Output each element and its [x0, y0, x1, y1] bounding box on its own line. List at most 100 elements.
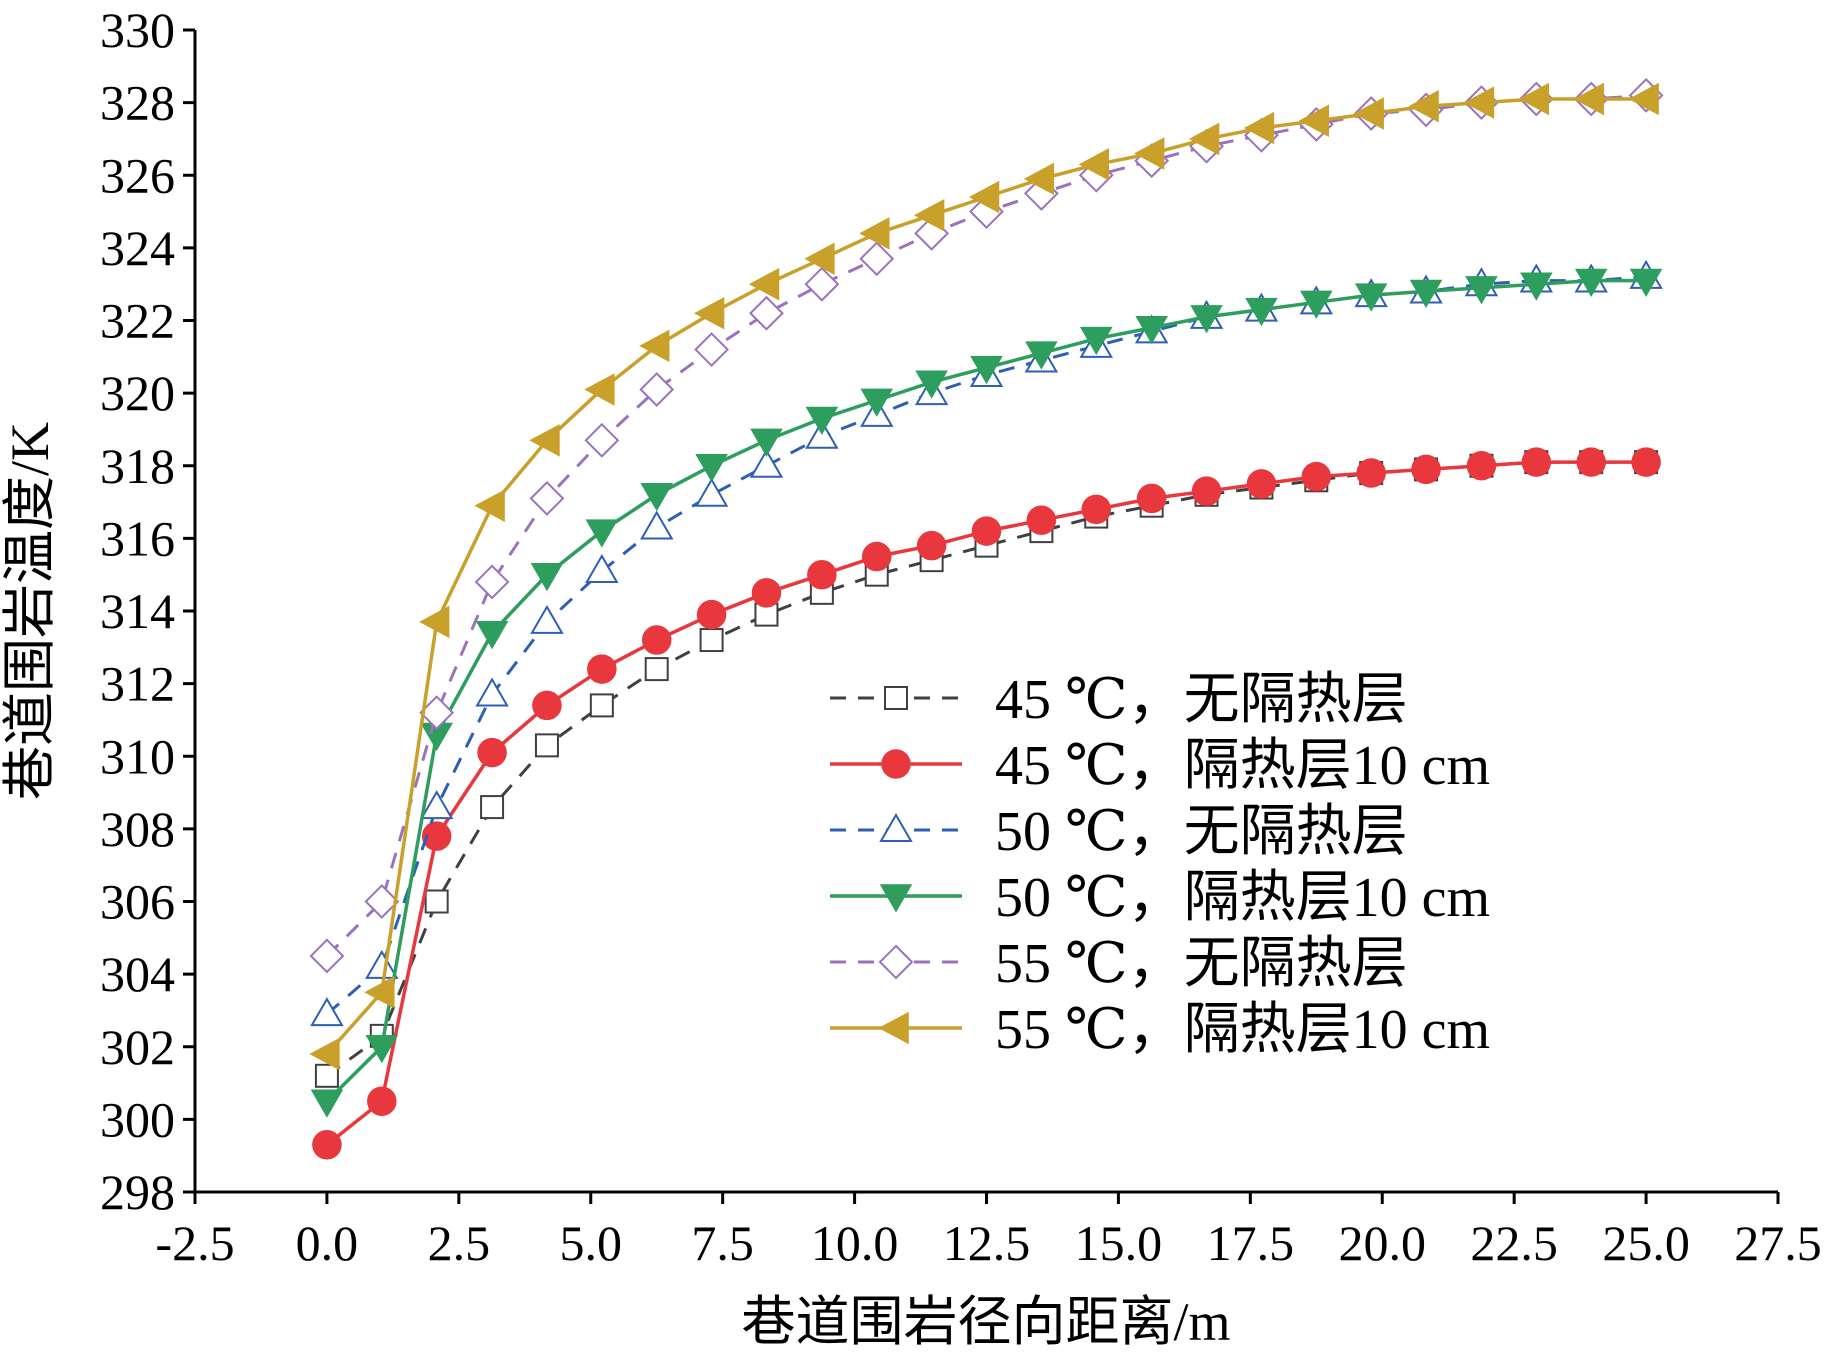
data-point	[1134, 137, 1165, 170]
data-point	[807, 559, 837, 590]
y-tick-label: 298	[100, 1164, 175, 1220]
legend-item: 45 ℃，无隔热层	[830, 669, 1408, 731]
y-tick-label: 306	[100, 874, 175, 930]
data-point	[419, 695, 455, 731]
data-point	[1026, 505, 1057, 535]
data-point	[644, 657, 669, 682]
x-tick-label: 27.5	[1734, 1215, 1822, 1271]
data-point	[1356, 458, 1386, 488]
legend-marker	[878, 944, 914, 980]
data-point	[1188, 122, 1220, 156]
y-tick-label: 316	[100, 510, 175, 566]
data-point	[970, 355, 1003, 385]
x-axis-title: 巷道围岩径向距离/m	[741, 1292, 1230, 1352]
data-point	[364, 976, 395, 1009]
data-point	[861, 541, 892, 572]
data-point	[1023, 162, 1055, 196]
data-point	[529, 424, 560, 457]
data-point	[424, 889, 449, 914]
data-point	[639, 329, 670, 363]
y-tick-label: 318	[100, 438, 175, 494]
data-point	[915, 370, 948, 399]
data-point	[1520, 272, 1553, 301]
x-tick-label: 5.0	[560, 1215, 623, 1271]
y-tick-label: 326	[100, 147, 175, 203]
data-point	[1025, 341, 1058, 370]
data-point	[968, 180, 1000, 214]
data-point	[585, 554, 619, 584]
data-point	[748, 267, 780, 301]
data-point	[475, 677, 509, 707]
data-point	[1466, 451, 1497, 481]
data-point	[1298, 104, 1330, 138]
legend-marker	[879, 884, 913, 913]
legend-marker	[879, 812, 913, 842]
legend-marker	[878, 1011, 909, 1045]
y-ticks: 298 300 302 304 306 308 310 312 314 316 318 320 322 3…	[100, 2, 195, 1220]
data-point	[1409, 279, 1443, 308]
x-ticks: -2.5 0.0 2.5 5.0 7.5 10.0 12.5 15.0 17.5 20.0 22.5…	[155, 1192, 1822, 1271]
x-tick-label: 2.5	[428, 1215, 491, 1271]
x-tick-label: -2.5	[155, 1215, 234, 1271]
x-tick-label: 7.5	[691, 1215, 754, 1271]
data-point	[1081, 494, 1112, 525]
data-point	[693, 296, 725, 330]
y-tick-label: 300	[100, 1091, 175, 1147]
data-point	[750, 428, 783, 457]
y-axis-title: 巷道围岩温度/K	[0, 422, 60, 800]
series-line	[325, 278, 1647, 1103]
y-tick-label: 328	[100, 75, 175, 131]
y-tick-label: 304	[100, 946, 175, 1002]
data-point	[1135, 316, 1168, 345]
data-point	[421, 821, 452, 851]
data-point	[1079, 326, 1113, 356]
x-tick-label: 10.0	[811, 1215, 899, 1271]
data-point	[1191, 476, 1222, 506]
y-tick-label: 324	[100, 220, 175, 276]
data-point	[640, 483, 674, 512]
data-point	[530, 562, 564, 592]
y-tick-label: 312	[100, 656, 175, 712]
data-point	[534, 733, 559, 758]
data-point	[639, 372, 675, 407]
y-tick-label: 330	[100, 2, 175, 58]
data-point	[916, 530, 947, 561]
data-point	[1628, 82, 1659, 116]
data-point	[1573, 82, 1604, 116]
data-point	[584, 373, 615, 406]
data-point	[314, 1063, 339, 1088]
data-point	[641, 625, 672, 655]
data-point	[1574, 268, 1608, 298]
legend-label: 50 ℃，无隔热层	[995, 801, 1408, 863]
data-point	[971, 516, 1002, 546]
data-point	[699, 628, 724, 653]
x-tick-label: 20.0	[1339, 1215, 1427, 1271]
legend-label: 45 ℃，隔热层10 cm	[995, 735, 1490, 797]
data-point	[749, 448, 784, 478]
data-point	[475, 621, 509, 650]
data-point	[859, 217, 890, 250]
data-point	[751, 578, 782, 608]
data-point	[1465, 276, 1498, 305]
data-point	[584, 422, 620, 458]
series-6	[309, 82, 1659, 1071]
legend-marker	[884, 686, 908, 710]
data-point	[1136, 483, 1167, 514]
data-point	[1629, 268, 1663, 298]
data-point	[1518, 82, 1550, 116]
data-point	[530, 604, 564, 634]
legend-label: 50 ℃，隔热层10 cm	[995, 867, 1490, 929]
data-point	[477, 737, 507, 768]
data-point	[804, 266, 840, 302]
y-tick-label: 320	[100, 365, 175, 421]
data-point	[367, 1086, 397, 1116]
data-point	[1354, 283, 1388, 312]
data-point	[480, 795, 505, 820]
x-tick-label: 15.0	[1075, 1215, 1163, 1271]
data-point	[585, 519, 619, 548]
data-point	[696, 599, 727, 630]
data-point	[859, 241, 895, 277]
data-point	[529, 481, 565, 516]
